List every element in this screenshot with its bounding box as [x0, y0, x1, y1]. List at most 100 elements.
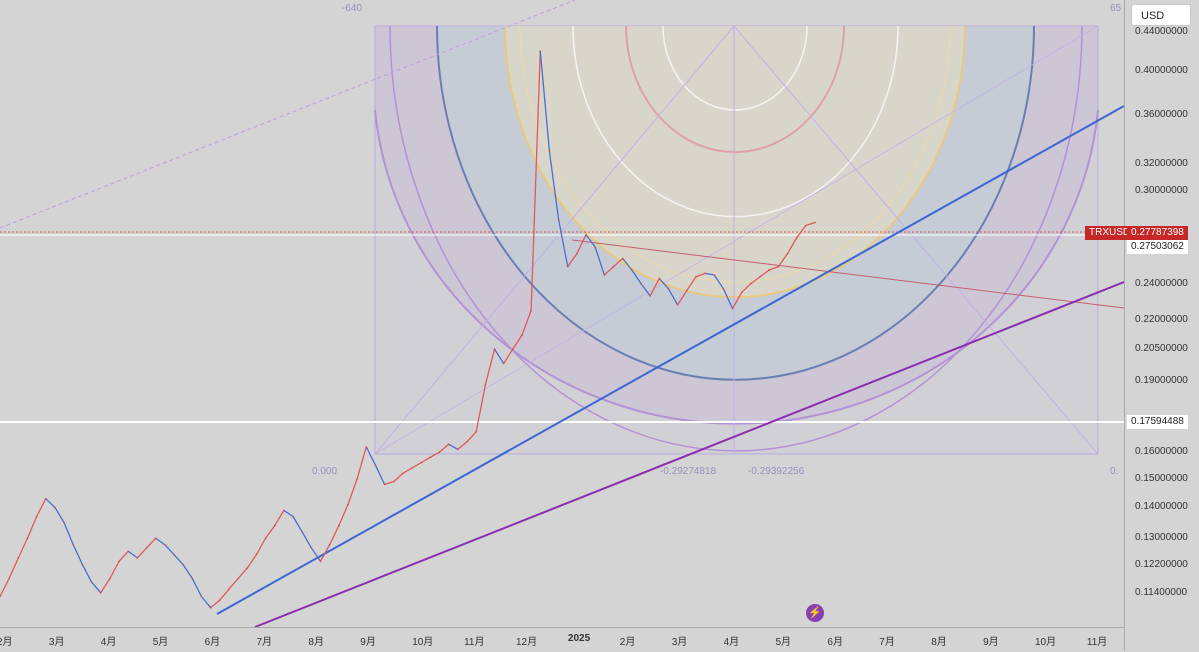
series-point [466, 440, 468, 443]
series-point [145, 547, 148, 549]
series-segment [393, 472, 404, 483]
series-point [383, 483, 386, 486]
fib-label-b: -0.29392256 [748, 466, 805, 477]
price-tick: 0.20500000 [1135, 343, 1188, 355]
series-point [228, 588, 230, 591]
series-point [685, 289, 688, 292]
time-tick: 5月 [152, 637, 169, 648]
series-segment [677, 290, 688, 306]
series-point [713, 274, 716, 276]
series-segment [63, 522, 74, 545]
time-axis[interactable]: 2月 3月 4月 5月 6月 7月 8月 9月 10月 11月 12月 2025 2月 3月 4月 5月 6月 7… [0, 627, 1124, 652]
series-segment [603, 266, 614, 276]
series-segment [72, 544, 84, 565]
blue-trend-line[interactable] [216, 105, 1124, 615]
series-point [457, 448, 459, 451]
fib-label-left: -640 [342, 3, 363, 14]
series-point [8, 577, 10, 580]
series-segment [695, 272, 706, 278]
price-tick: 0.40000000 [1135, 65, 1188, 77]
series-segment [274, 510, 285, 527]
series-segment [411, 461, 422, 469]
price-scale[interactable]: 0.44000000 0.40000000 0.36000000 0.32000000… [1124, 0, 1199, 651]
price-tick: 0.14000000 [1135, 501, 1188, 513]
series-point [539, 50, 542, 52]
series-segment [475, 384, 486, 432]
series-segment [768, 266, 779, 271]
series-point [548, 150, 551, 153]
reference-price-value: 0.27503062 [1131, 241, 1184, 252]
series-point [44, 497, 47, 500]
series-segment [365, 446, 377, 466]
series-point [805, 224, 807, 227]
time-tick: 5月 [775, 637, 792, 648]
series-segment [594, 246, 605, 276]
series-segment [91, 581, 102, 594]
series-segment [457, 441, 468, 450]
fib-label-zero: 0.000 [312, 466, 338, 477]
series-point [283, 509, 285, 512]
series-point [631, 269, 633, 271]
series-segment [136, 547, 147, 559]
series-point [273, 524, 276, 527]
series-segment [548, 151, 560, 220]
series-point [447, 443, 450, 446]
last-price-tag: 0.27787398 [1127, 226, 1188, 240]
series-segment [81, 564, 93, 583]
series-point [722, 288, 725, 290]
series-point [54, 506, 56, 509]
series-segment [347, 478, 358, 505]
series-point [118, 560, 120, 563]
series-segment [503, 348, 514, 364]
series-point [695, 275, 697, 278]
series-point [72, 543, 75, 546]
series-segment [448, 443, 459, 451]
series-segment [146, 537, 157, 549]
series-point [750, 282, 752, 285]
series-point [63, 521, 65, 524]
series-point [17, 557, 20, 559]
time-tick: 9月 [983, 637, 999, 648]
series-point [484, 384, 487, 386]
time-tick: 8月 [931, 637, 947, 648]
series-point [585, 233, 587, 236]
price-tick: 0.24000000 [1135, 277, 1188, 289]
series-segment [219, 588, 230, 601]
series-point [90, 581, 93, 583]
time-tick: 4月 [723, 637, 740, 648]
series-segment [17, 538, 29, 559]
series-point [218, 599, 221, 601]
series-point [182, 563, 184, 566]
price-chart[interactable] [0, 0, 1124, 627]
currency-selector[interactable]: USD [1131, 4, 1191, 26]
series-point [99, 592, 102, 594]
series-point [603, 274, 606, 276]
series-segment [613, 257, 624, 268]
series-point [264, 537, 267, 540]
series-segment [430, 451, 440, 458]
fib-arcs-drawing[interactable] [374, 25, 1099, 455]
series-point [621, 257, 624, 260]
dashed-extension-line[interactable] [0, 0, 576, 229]
last-price-value: 0.27787398 [1131, 227, 1184, 238]
series-point [594, 246, 597, 248]
chart-area[interactable]: -640 65 0.000 -0.29274818 -0.29392256 0.… [0, 0, 1124, 627]
purple-trend-line[interactable] [254, 281, 1124, 627]
price-tick: 0.32000000 [1135, 158, 1188, 170]
series-segment [402, 467, 413, 474]
series-point [136, 557, 139, 559]
lightning-icon[interactable]: ⚡ [806, 604, 824, 622]
series-segment [493, 348, 505, 364]
series-segment [100, 578, 111, 594]
time-tick: 12月 [516, 637, 538, 648]
series-segment [539, 51, 551, 152]
series-segment [338, 504, 349, 526]
series-segment [722, 288, 734, 309]
series-segment [182, 564, 193, 579]
series-segment [576, 234, 587, 254]
series-point [154, 537, 157, 540]
series-segment [640, 283, 651, 297]
series-point [566, 265, 569, 268]
series-point [255, 553, 258, 556]
red-trend-line[interactable] [571, 239, 1124, 309]
